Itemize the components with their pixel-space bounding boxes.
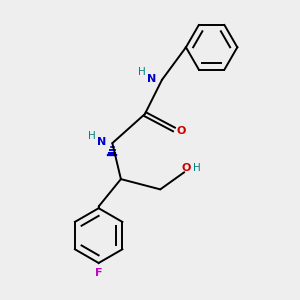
Text: O: O — [181, 163, 190, 173]
Text: H: H — [194, 163, 201, 173]
Text: F: F — [95, 268, 102, 278]
Text: O: O — [177, 126, 186, 136]
Text: H: H — [138, 67, 146, 77]
Text: N: N — [97, 137, 106, 148]
Text: N: N — [147, 74, 156, 84]
Text: H: H — [88, 130, 96, 141]
